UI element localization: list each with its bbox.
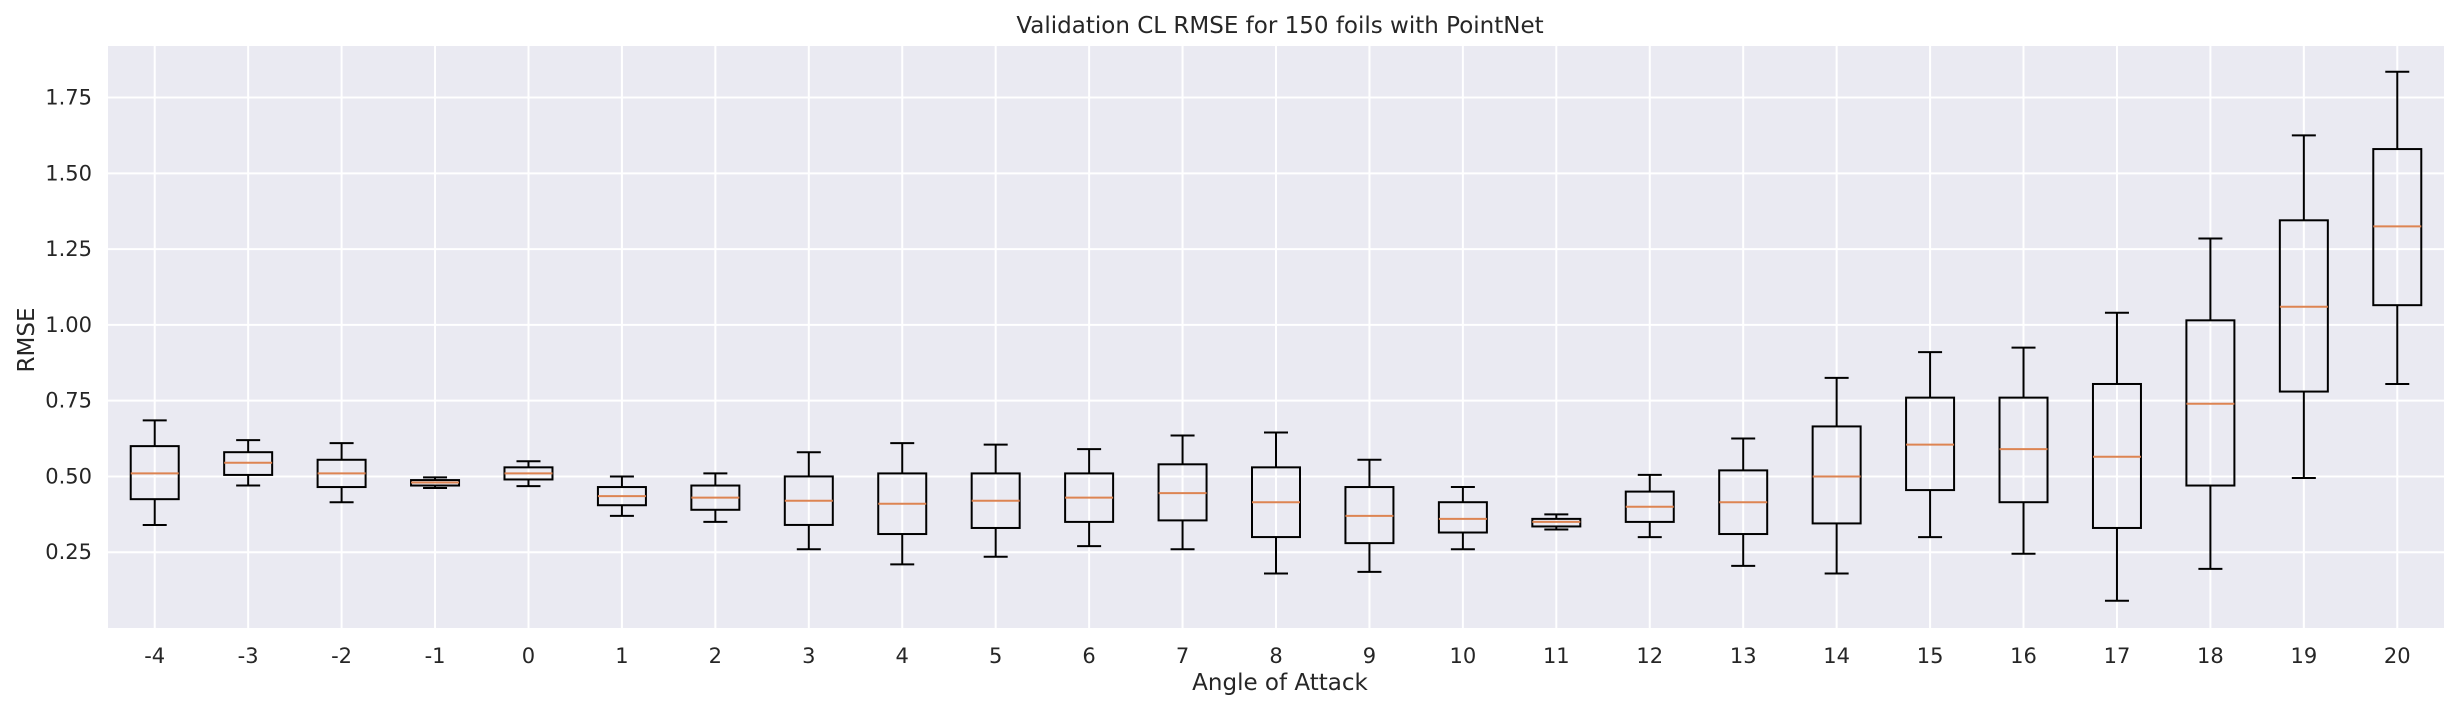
- box-0: [503, 460, 554, 488]
- box--2: [316, 442, 367, 504]
- x-tick-label: 13: [1730, 644, 1757, 668]
- box-7: [1157, 434, 1208, 551]
- box-12: [1624, 473, 1675, 539]
- x-tick-label: 3: [802, 644, 815, 668]
- y-tick-label: 1.25: [45, 237, 92, 261]
- x-tick-label: 19: [2290, 644, 2317, 668]
- chart-title: Validation CL RMSE for 150 foils with Po…: [1016, 13, 1543, 39]
- box--3: [223, 439, 274, 487]
- y-axis-label: RMSE: [14, 308, 40, 373]
- x-tick-label: 5: [989, 644, 1002, 668]
- box-1: [596, 475, 647, 517]
- x-tick-label: 17: [2104, 644, 2131, 668]
- box-6: [1064, 448, 1115, 548]
- box-16: [1998, 346, 2049, 555]
- x-tick-label: 4: [896, 644, 909, 668]
- x-tick-label: 20: [2384, 644, 2411, 668]
- box-10: [1437, 486, 1488, 551]
- box--1: [410, 476, 461, 489]
- x-tick-label: 11: [1543, 644, 1570, 668]
- x-tick-label: 18: [2197, 644, 2224, 668]
- y-tick-label: 1.00: [45, 313, 92, 337]
- x-tick-label: -2: [331, 644, 352, 668]
- box-17: [2091, 311, 2142, 602]
- box-11: [1531, 513, 1582, 531]
- x-tick-label: 2: [709, 644, 722, 668]
- x-tick-label: 7: [1176, 644, 1189, 668]
- box-5: [970, 443, 1021, 558]
- grid-lines: [108, 46, 2444, 628]
- x-tick-label: -3: [238, 644, 259, 668]
- box-3: [783, 451, 834, 551]
- x-tick-label: 6: [1082, 644, 1095, 668]
- box-8: [1251, 431, 1301, 575]
- box-15: [1905, 351, 1956, 539]
- iqr-box: [1811, 425, 1862, 525]
- box-20: [2372, 70, 2423, 385]
- box--4: [129, 419, 180, 526]
- box-14: [1811, 376, 1862, 575]
- x-tick-label: 10: [1450, 644, 1477, 668]
- x-tick-label: 8: [1269, 644, 1282, 668]
- y-tick-labels: 0.25 0.50 0.75 1.00 1.25 1.50 1.75: [45, 86, 92, 565]
- x-tick-label: 9: [1363, 644, 1376, 668]
- y-tick-label: 0.25: [45, 540, 92, 564]
- boxes-group: [129, 70, 2423, 602]
- y-tick-label: 0.75: [45, 389, 92, 413]
- box-18: [2185, 237, 2236, 570]
- x-tick-label: 15: [1917, 644, 1944, 668]
- x-tick-label: -1: [425, 644, 446, 668]
- y-tick-label: 0.50: [45, 464, 92, 488]
- x-axis-label: Angle of Attack: [1192, 670, 1368, 696]
- x-tick-label: 16: [2010, 644, 2037, 668]
- x-tick-label: 0: [522, 644, 535, 668]
- iqr-box: [1437, 501, 1488, 534]
- y-tick-label: 1.75: [45, 86, 92, 110]
- x-tick-label: 14: [1823, 644, 1850, 668]
- box-2: [690, 472, 741, 523]
- y-tick-label: 1.50: [45, 161, 92, 185]
- x-tick-label: 12: [1636, 644, 1663, 668]
- x-tick-label: 1: [615, 644, 628, 668]
- box-19: [2278, 134, 2329, 479]
- x-tick-labels: -4 -3 -2 -1 0 1 2 3 4 5 6 7 8 9 10 11 12 13 14 15 16 17 18 19 20: [144, 644, 2410, 668]
- box-4: [877, 442, 928, 566]
- box-9: [1344, 458, 1395, 573]
- box-13: [1718, 437, 1769, 567]
- x-tick-label: -4: [144, 644, 165, 668]
